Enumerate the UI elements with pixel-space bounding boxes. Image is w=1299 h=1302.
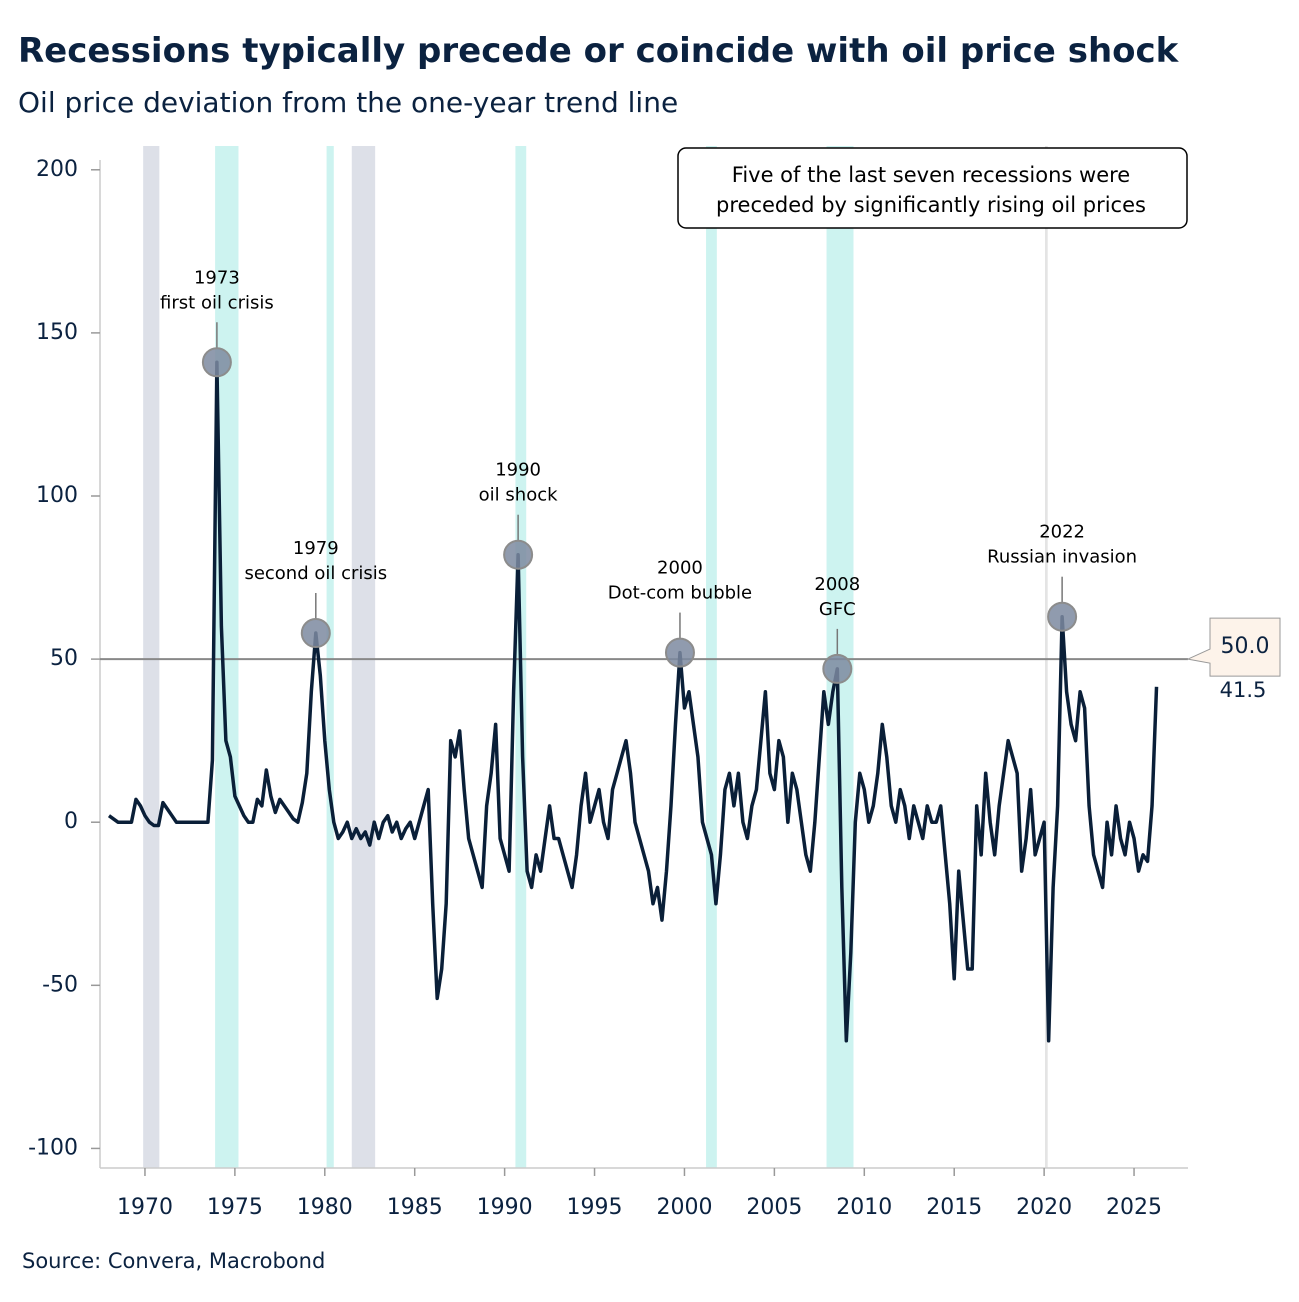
x-tick-label: 2020 <box>1016 1195 1072 1220</box>
chart-title: Recessions typically precede or coincide… <box>18 31 1180 71</box>
x-tick-label: 2025 <box>1106 1195 1162 1220</box>
annotation-label: 1973 <box>194 267 240 288</box>
x-tick-label: 1975 <box>207 1195 263 1220</box>
x-tick-label: 2015 <box>926 1195 982 1220</box>
recession-band <box>1045 146 1048 1168</box>
annotation-label: first oil crisis <box>160 292 274 313</box>
recession-band <box>143 146 160 1168</box>
annotation-label: 1979 <box>293 538 339 559</box>
y-tick-label: 100 <box>36 483 78 508</box>
annotation-marker <box>1047 601 1078 632</box>
annotation-marker <box>664 637 695 668</box>
annotation-label: oil shock <box>479 485 558 506</box>
recession-band <box>215 146 239 1168</box>
x-tick-label: 1980 <box>297 1195 353 1220</box>
x-tick-label: 2010 <box>836 1195 892 1220</box>
source: Source: Convera, Macrobond <box>22 1249 325 1273</box>
y-tick-label: -100 <box>28 1135 78 1160</box>
annotation-label: 2000 <box>657 558 703 579</box>
annotation-marker <box>201 347 232 378</box>
last-value-label: 41.5 <box>1220 678 1267 702</box>
y-tick-label: 150 <box>36 320 78 345</box>
chart-subtitle: Oil price deviation from the one-year tr… <box>18 86 678 119</box>
annotation-label: Russian invasion <box>987 547 1137 568</box>
annotation-label: 2008 <box>814 574 860 595</box>
x-tick-label: 1970 <box>117 1195 173 1220</box>
recession-band <box>326 146 334 1168</box>
recession-band <box>351 146 376 1168</box>
x-tick-label: 1995 <box>567 1195 623 1220</box>
x-tick-label: 1990 <box>477 1195 533 1220</box>
callout-box <box>1186 617 1281 677</box>
note-text: Five of the last seven recessions were <box>732 163 1130 187</box>
annotation-label: GFC <box>819 599 856 620</box>
shading <box>143 146 1048 1168</box>
reference-label: 50.0 <box>1221 634 1270 659</box>
annotation-label: Dot-com bubble <box>608 583 752 604</box>
y-tick-label: -50 <box>42 972 78 997</box>
note-text: preceded by significantly rising oil pri… <box>716 193 1146 217</box>
x-tick-label: 1985 <box>387 1195 443 1220</box>
annotation-label: second oil crisis <box>244 563 387 584</box>
annotation-marker <box>503 539 534 570</box>
x-tick-label: 2005 <box>746 1195 802 1220</box>
y-tick-label: 0 <box>64 809 78 834</box>
y-tick-label: 50 <box>50 646 78 671</box>
note-box <box>677 147 1188 229</box>
y-tick-label: 200 <box>36 157 78 182</box>
annotation-marker <box>300 618 331 649</box>
annotation-label: 2022 <box>1039 522 1085 543</box>
annotation-label: 1990 <box>495 460 541 481</box>
recession-band <box>706 146 717 1168</box>
x-tick-label: 2000 <box>656 1195 712 1220</box>
series-line <box>107 360 1159 1043</box>
annotation-marker <box>822 653 853 684</box>
